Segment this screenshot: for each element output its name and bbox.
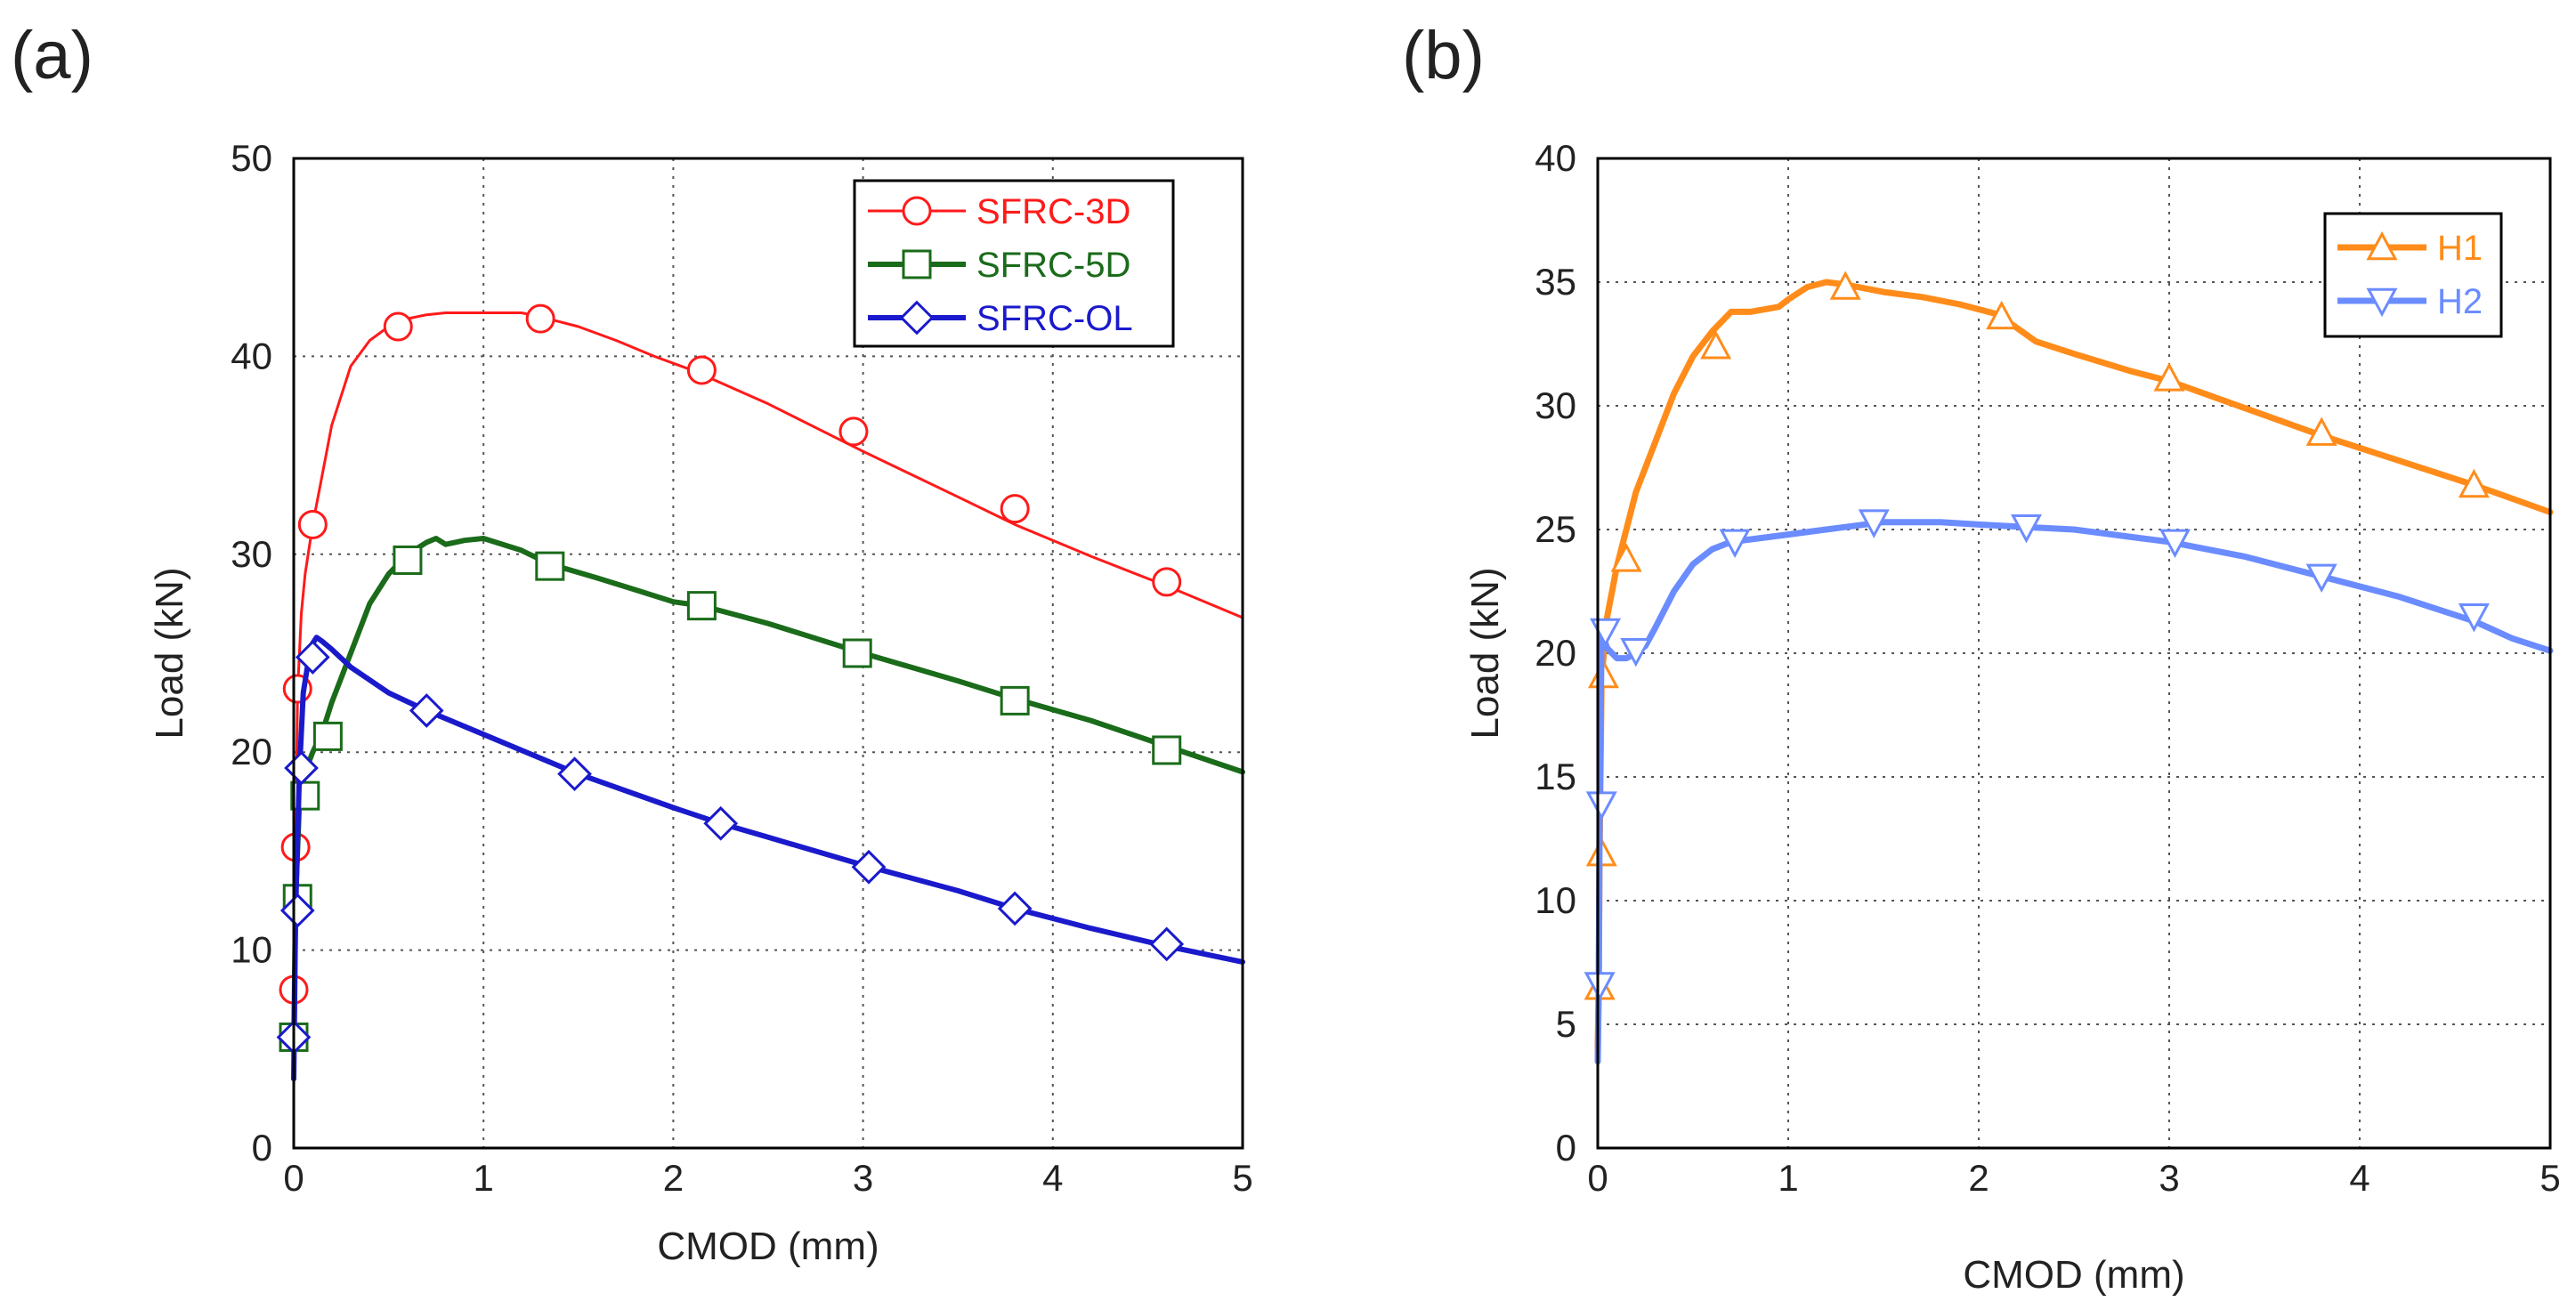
marker-h2 — [1858, 509, 1890, 538]
panel-a-grid — [294, 158, 1243, 1148]
x-tick-label: 3 — [2159, 1157, 2179, 1199]
marker-h2 — [1719, 529, 1751, 559]
y-tick-label: 40 — [231, 335, 272, 376]
y-tick-label: 15 — [1535, 756, 1576, 797]
panel-a-ylabel: Load (kN) — [148, 567, 191, 739]
x-tick-label: 2 — [663, 1157, 684, 1199]
y-tick-label: 0 — [1556, 1127, 1576, 1168]
marker-sfrc-ol — [703, 805, 739, 841]
marker-h1 — [1610, 543, 1642, 572]
marker-sfrc-5d — [1152, 735, 1182, 765]
x-tick-label: 3 — [853, 1157, 873, 1199]
y-tick-label: 20 — [231, 731, 272, 772]
y-tick-label: 10 — [231, 929, 272, 971]
panel-b-ticks: 0 1 2 3 4 5 0 5 10 15 20 25 30 35 40 — [1535, 137, 2560, 1199]
marker-sfrc-ol — [557, 756, 592, 792]
marker-sfrc-ol — [1149, 926, 1185, 962]
marker-h1 — [2305, 416, 2337, 446]
y-tick-label: 10 — [1535, 879, 1576, 921]
marker-sfrc-ol — [997, 891, 1033, 926]
marker-sfrc-3d — [525, 303, 555, 334]
legend-label-sfrc-3d: SFRC-3D — [976, 192, 1130, 231]
marker-h1 — [2458, 468, 2490, 498]
marker-sfrc-5d — [312, 721, 343, 751]
series-sfrc-ol — [276, 635, 1245, 1082]
marker-h1 — [2153, 362, 2185, 392]
marker-sfrc-ol — [279, 893, 315, 928]
marker-h1 — [1829, 271, 1861, 300]
marker-sfrc-5d — [686, 591, 717, 621]
panel-b-ylabel: Load (kN) — [1463, 567, 1507, 739]
y-tick-label: 50 — [231, 137, 272, 179]
marker-sfrc-3d — [297, 509, 328, 539]
y-tick-label: 30 — [231, 533, 272, 575]
legend-marker-sfrc-ol — [899, 300, 935, 336]
marker-h2 — [2010, 513, 2043, 544]
marker-h1 — [1700, 330, 1732, 360]
marker-h2 — [2159, 529, 2191, 559]
x-tick-label: 0 — [1587, 1157, 1608, 1199]
x-tick-label: 4 — [2349, 1157, 2369, 1199]
panel-b-xlabel: CMOD (mm) — [1963, 1253, 2184, 1297]
marker-h2 — [2458, 603, 2490, 633]
x-tick-label: 1 — [1778, 1157, 1798, 1199]
y-tick-label: 30 — [1535, 384, 1576, 426]
marker-sfrc-5d — [1000, 685, 1030, 716]
legend-label-h2: H2 — [2437, 282, 2483, 321]
panel-b-label: (b) — [1402, 18, 1485, 93]
marker-h2 — [1585, 791, 1617, 821]
panel-a-frame — [292, 157, 1244, 1150]
marker-sfrc-ol — [409, 693, 444, 728]
marker-sfrc-5d — [842, 638, 872, 668]
y-tick-label: 20 — [1535, 632, 1576, 674]
marker-h2 — [2305, 563, 2337, 593]
x-tick-label: 4 — [1042, 1157, 1063, 1199]
x-tick-label: 5 — [1232, 1157, 1252, 1199]
panel-b: (b) 0 1 2 3 4 5 0 5 10 15 20 25 30 35 40 CMOD (mm) Loa… — [1402, 18, 2561, 1297]
marker-h2 — [1620, 637, 1652, 667]
y-tick-label: 40 — [1535, 137, 1576, 179]
marker-sfrc-3d — [1152, 567, 1182, 597]
marker-sfrc-3d — [838, 416, 869, 447]
marker-sfrc-3d — [686, 355, 717, 385]
y-tick-label: 0 — [252, 1127, 272, 1168]
panel-b-series — [1584, 271, 2554, 1065]
y-tick-label: 25 — [1535, 508, 1576, 550]
series-h2 — [1584, 509, 2554, 1065]
x-tick-label: 1 — [474, 1157, 494, 1199]
marker-h2 — [1584, 972, 1616, 1001]
x-tick-label: 2 — [1968, 1157, 1989, 1199]
marker-sfrc-5d — [290, 780, 320, 811]
legend-marker-sfrc-3d — [902, 196, 932, 226]
marker-sfrc-5d — [393, 545, 423, 575]
panel-b-frame — [1596, 157, 2552, 1150]
marker-sfrc-5d — [535, 551, 565, 581]
series-line-sfrc-3d — [292, 311, 1244, 1090]
marker-h1 — [1986, 300, 2018, 330]
x-tick-label: 5 — [2540, 1157, 2560, 1199]
marker-sfrc-3d — [1000, 494, 1030, 524]
legend-marker-h1 — [2366, 230, 2398, 261]
legend-marker-sfrc-5d — [902, 249, 932, 279]
y-tick-label: 5 — [1556, 1003, 1576, 1045]
marker-sfrc-ol — [851, 849, 887, 885]
marker-sfrc-ol — [295, 640, 330, 675]
panel-a-xlabel: CMOD (mm) — [657, 1225, 879, 1268]
marker-sfrc-3d — [383, 311, 413, 342]
legend-label-sfrc-ol: SFRC-OL — [976, 299, 1133, 338]
legend-label-h1: H1 — [2437, 229, 2483, 268]
panel-b-legend-box — [2323, 212, 2503, 338]
series-line-h2 — [1594, 519, 2554, 1065]
y-tick-label: 35 — [1535, 261, 1576, 303]
x-tick-label: 0 — [283, 1157, 304, 1199]
legend-label-sfrc-5d: SFRC-5D — [976, 246, 1130, 285]
legend-marker-h2 — [2366, 287, 2398, 318]
panel-a-series — [276, 303, 1245, 1090]
panel-a-legend: SFRC-3D SFRC-5D SFRC-OL — [853, 179, 1175, 348]
panel-a-label: (a) — [11, 18, 93, 93]
